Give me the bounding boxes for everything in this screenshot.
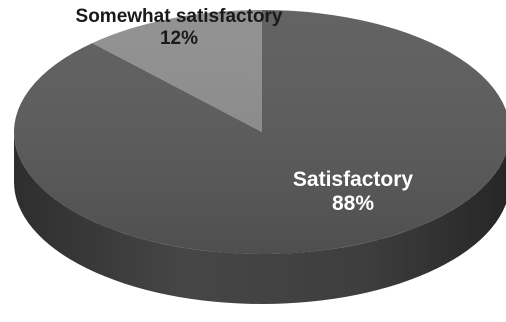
slice-name: Satisfactory [292, 168, 414, 191]
slice-label-somewhat-satisfactory: Somewhat satisfactory 12% [48, 6, 310, 50]
pie-top-face [14, 10, 506, 254]
pie-side-wall [14, 132, 506, 304]
slice-percent: 12% [159, 27, 199, 49]
slice-name: Somewhat satisfactory [75, 6, 283, 27]
slice-percent: 88% [331, 192, 375, 216]
slice-label-satisfactory: Satisfactory 88% [268, 168, 438, 216]
pie-top-sheen [14, 10, 506, 254]
pie-side-wall-shape [14, 132, 506, 304]
